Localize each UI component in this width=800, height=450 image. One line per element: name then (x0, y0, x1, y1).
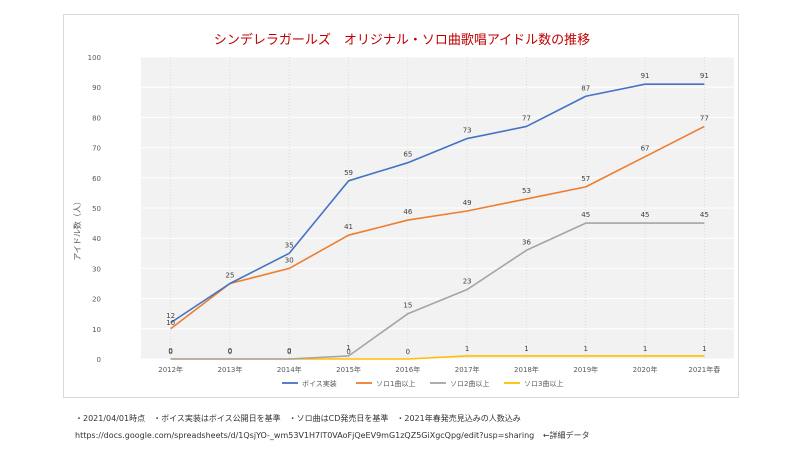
y-tick-label: 50 (92, 205, 101, 213)
series-line (170, 125, 705, 330)
data-label: 30 (285, 256, 294, 264)
data-label: 45 (581, 211, 590, 219)
x-tick-label: 2016年 (395, 365, 420, 374)
data-label: 1 (465, 345, 469, 353)
y-tick-label: 30 (92, 265, 101, 273)
data-label: 59 (344, 169, 353, 177)
data-label: 49 (463, 199, 472, 207)
data-label: 0 (168, 348, 172, 356)
data-label: 73 (463, 127, 472, 135)
detail-data-label: ←詳細データ (542, 431, 590, 440)
y-tick-label: 60 (92, 175, 101, 183)
data-label: 0 (228, 348, 232, 356)
y-tick-label: 90 (92, 84, 101, 92)
data-label: 1 (346, 344, 350, 352)
data-label: 36 (522, 238, 531, 246)
legend-label: ソロ3曲以上 (524, 379, 563, 388)
data-label: 10 (166, 319, 175, 327)
x-tick-label: 2017年 (455, 365, 480, 374)
data-label: 1 (643, 345, 647, 353)
data-label: 0 (168, 347, 172, 355)
data-label: 91 (700, 72, 709, 80)
series-line (170, 83, 705, 324)
x-tick-label: 2012年 (158, 365, 183, 374)
data-label: 41 (344, 223, 353, 231)
data-label: 45 (700, 211, 709, 219)
data-label: 23 (463, 278, 472, 286)
x-tick-label: 2019年 (573, 365, 598, 374)
data-label: 0 (406, 348, 410, 356)
data-label: 0 (287, 347, 291, 355)
y-tick-label: 10 (92, 326, 101, 334)
data-label: 25 (225, 272, 234, 280)
y-tick-label: 0 (97, 356, 101, 364)
data-label: 65 (403, 151, 412, 159)
data-label: 1 (702, 345, 706, 353)
data-label: 15 (403, 302, 412, 310)
data-label: 0 (287, 348, 291, 356)
y-tick-label: 40 (92, 235, 101, 243)
y-axis-label: アイドル数（人） (72, 197, 82, 261)
data-link-line: https://docs.google.com/spreadsheets/d/1… (75, 430, 596, 441)
data-label: 0 (228, 347, 232, 355)
x-tick-label: 2013年 (218, 365, 243, 374)
line-chart: シンデレラガールズ オリジナル・ソロ曲歌唱アイドル数の推移 アイドル数（人） 0… (72, 32, 734, 388)
x-tick-label: 2018年 (514, 365, 539, 374)
x-tick-label: 2021年春 (688, 365, 720, 374)
data-label: 57 (581, 175, 590, 183)
data-label: 45 (641, 211, 650, 219)
spreadsheet-link[interactable]: https://docs.google.com/spreadsheets/d/1… (75, 431, 535, 440)
series-line (170, 222, 705, 360)
data-label: 1 (584, 345, 588, 353)
y-tick-label: 100 (88, 54, 101, 62)
data-label: 46 (403, 208, 412, 216)
legend-label: ボイス実装 (302, 379, 337, 388)
y-tick-label: 70 (92, 145, 101, 153)
x-tick-label: 2020年 (633, 365, 658, 374)
data-label: 77 (700, 114, 709, 122)
data-label: 12 (166, 312, 175, 320)
y-tick-label: 80 (92, 114, 101, 122)
legend-label: ソロ2曲以上 (450, 379, 489, 388)
data-label: 77 (522, 114, 531, 122)
x-tick-label: 2015年 (336, 365, 361, 374)
data-label: 53 (522, 187, 531, 195)
data-label: 87 (581, 84, 590, 92)
legend-label: ソロ1曲以上 (376, 379, 415, 388)
footnote-text: ・2021/04/01時点 ・ボイス実装はボイス公開日を基準 ・ソロ曲はCD発売… (75, 414, 521, 423)
y-tick-label: 20 (92, 296, 101, 304)
data-label: 67 (641, 145, 650, 153)
data-label: 91 (641, 72, 650, 80)
chart-title: シンデレラガールズ オリジナル・ソロ曲歌唱アイドル数の推移 (214, 32, 590, 48)
data-label: 0 (346, 348, 350, 356)
chart-frame: シンデレラガールズ オリジナル・ソロ曲歌唱アイドル数の推移 アイドル数（人） 0… (63, 14, 739, 398)
data-label: 35 (285, 241, 294, 249)
data-label: 1 (524, 345, 528, 353)
x-tick-label: 2014年 (277, 365, 302, 374)
